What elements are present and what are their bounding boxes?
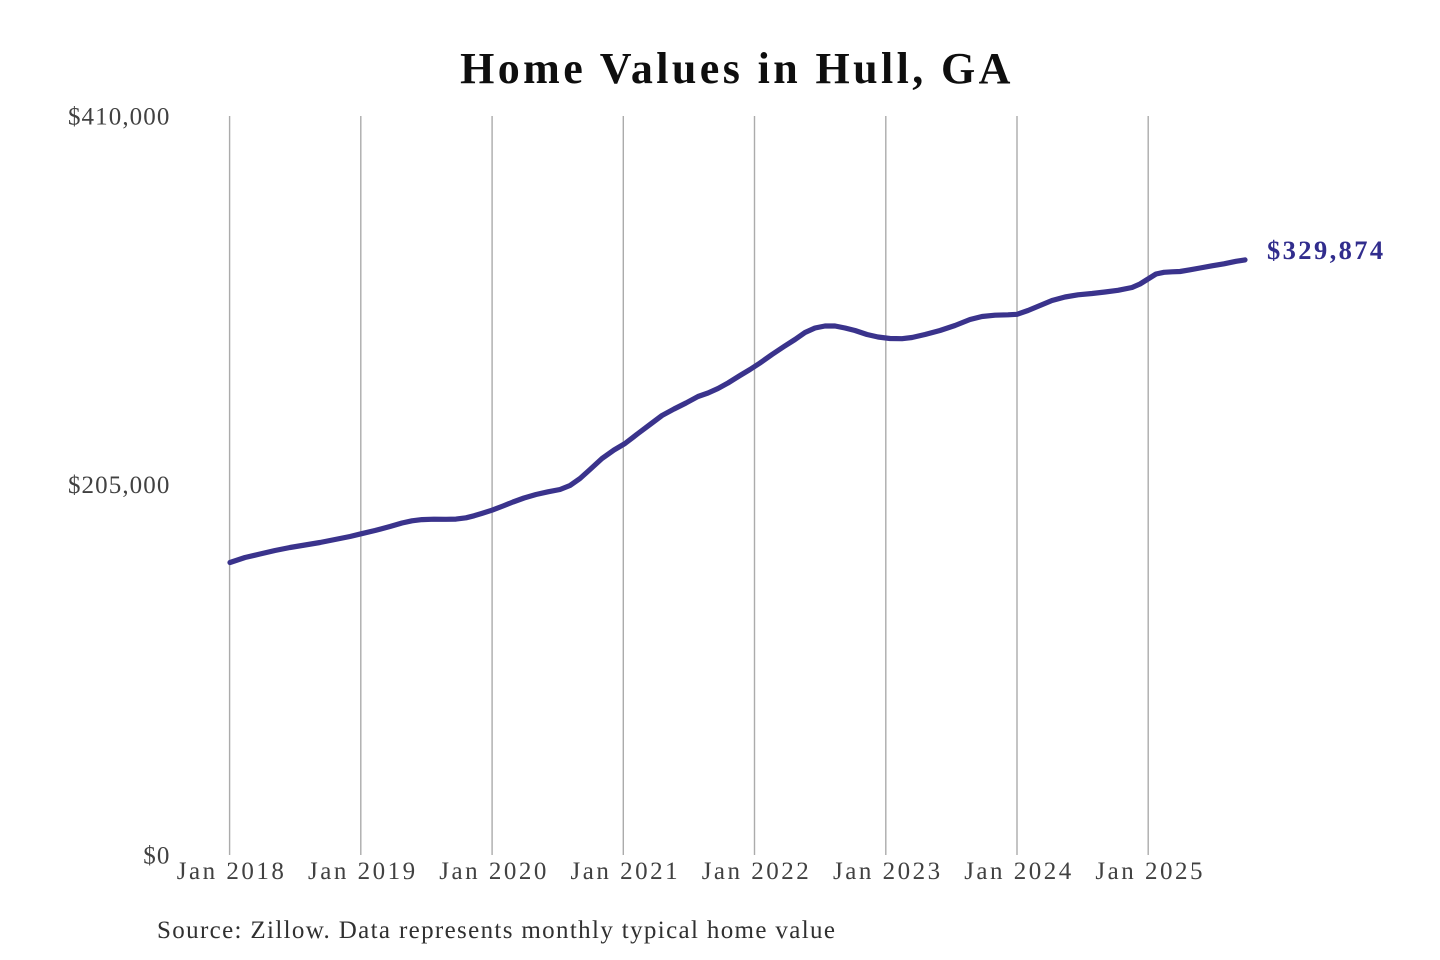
svg-text:Jan 2024: Jan 2024: [964, 858, 1074, 885]
svg-text:Home Values in Hull, GA: Home Values in Hull, GA: [460, 44, 1014, 93]
svg-text:$205,000: $205,000: [68, 472, 171, 499]
svg-text:Jan 2021: Jan 2021: [571, 858, 681, 885]
svg-text:Jan 2018: Jan 2018: [177, 858, 287, 885]
svg-text:Jan 2020: Jan 2020: [439, 858, 549, 885]
svg-text:Jan 2023: Jan 2023: [833, 858, 943, 885]
svg-text:$329,874: $329,874: [1267, 235, 1386, 265]
svg-text:Jan 2025: Jan 2025: [1095, 858, 1205, 885]
svg-text:$0: $0: [143, 842, 170, 869]
svg-text:Jan 2022: Jan 2022: [702, 858, 812, 885]
svg-text:Jan 2019: Jan 2019: [308, 858, 418, 885]
svg-text:Source: Zillow. Data represent: Source: Zillow. Data represents monthly …: [157, 917, 836, 944]
svg-text:$410,000: $410,000: [68, 103, 171, 130]
